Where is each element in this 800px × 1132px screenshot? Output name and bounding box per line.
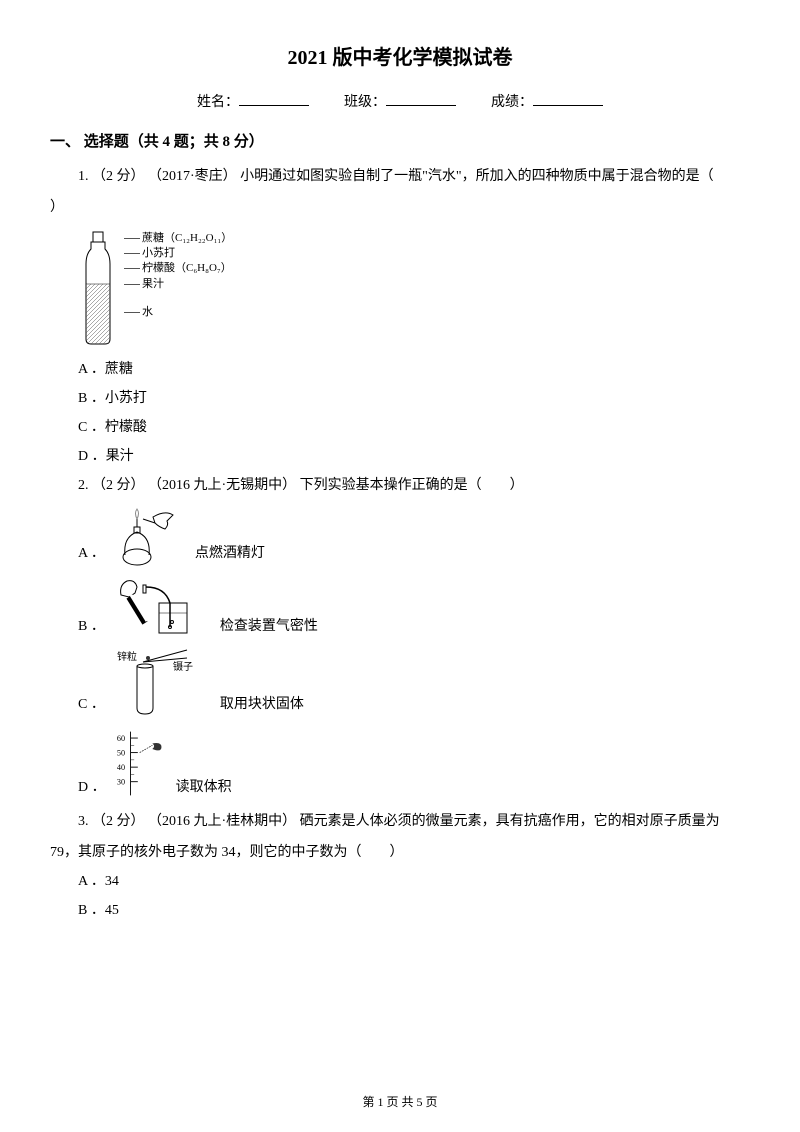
q1-option-d[interactable]: D ．果汁 (50, 444, 750, 469)
q2-stem: 2. （2 分） （2016 九上·无锡期中） 下列实验基本操作正确的是（ ） (50, 473, 750, 498)
q3-option-a[interactable]: A ．34 (50, 869, 750, 894)
q1-label-soda: 小苏打 (124, 246, 232, 261)
q1-option-b[interactable]: B ．小苏打 (50, 386, 750, 411)
q2-a-letter: A ． (78, 541, 105, 566)
footer-b: 页 共 (383, 1095, 416, 1109)
score-blank[interactable] (533, 90, 603, 106)
q1-water-label-wrap: 水 (124, 305, 232, 320)
q2-option-b[interactable]: B ． 检查装置气密性 (50, 575, 750, 640)
svg-text:60: 60 (117, 733, 125, 742)
name-label: 姓名： (197, 95, 239, 110)
q2-c-text: 取用块状固体 (220, 692, 304, 717)
zinc-label: 锌粒 (117, 650, 137, 663)
bottle-icon (78, 229, 118, 349)
footer-c: 页 (423, 1095, 438, 1109)
q2-b-text: 检查装置气密性 (220, 614, 318, 639)
q3-option-b[interactable]: B ．45 (50, 898, 750, 923)
name-blank[interactable] (239, 90, 309, 106)
q1-label-citric: 柠檬酸（C₆H₈O₇） (124, 261, 232, 276)
q2-a-text: 点燃酒精灯 (195, 541, 265, 566)
q2-option-d[interactable]: D ． 60 50 40 30 读取体积 (50, 726, 750, 801)
q1-label-sucrose: 蔗糖（C₁₂H₂₂O₁₁） (124, 231, 232, 246)
class-blank[interactable] (386, 90, 456, 106)
q2-d-letter: D ． (78, 775, 106, 800)
q1-stem-line2: ） (50, 195, 750, 220)
airtight-check-icon (115, 575, 210, 640)
svg-text:40: 40 (117, 762, 125, 771)
svg-text:镊子: 镊子 (173, 661, 193, 673)
page-footer: 第 1 页 共 5 页 (0, 1092, 800, 1114)
q2-c-letter: C ． (78, 692, 105, 717)
student-info-line: 姓名： 班级： 成绩： (50, 90, 750, 115)
q2-option-a[interactable]: A ． 点燃酒精灯 (50, 507, 750, 567)
score-label: 成绩： (491, 95, 533, 110)
q1-label-juice: 果汁 (124, 277, 232, 292)
alcohol-lamp-icon (115, 507, 185, 567)
tweezers-tube-icon: 锌粒 镊子 (115, 648, 210, 718)
q1-top-labels: 蔗糖（C₁₂H₂₂O₁₁） 小苏打 柠檬酸（C₆H₈O₇） 果汁 (124, 231, 232, 293)
q3-stem-line1: 3. （2 分） （2016 九上·桂林期中） 硒元素是人体必须的微量元素，具有… (50, 809, 750, 834)
graduated-cylinder-icon: 60 50 40 30 (116, 726, 166, 801)
q2-b-letter: B ． (78, 614, 105, 639)
footer-a: 第 (362, 1095, 377, 1109)
q1-figure: 蔗糖（C₁₂H₂₂O₁₁） 小苏打 柠檬酸（C₆H₈O₇） 果汁 水 (78, 229, 750, 349)
q2-d-text: 读取体积 (176, 775, 232, 800)
q2-option-c[interactable]: C ． 锌粒 镊子 取用块状固体 (50, 648, 750, 718)
exam-title: 2021 版中考化学模拟试卷 (50, 40, 750, 76)
q1-stem-line1: 1. （2 分） （2017·枣庄） 小明通过如图实验自制了一瓶"汽水"，所加入… (50, 164, 750, 189)
q1-option-c[interactable]: C ．柠檬酸 (50, 415, 750, 440)
q3-stem-line2: 79，其原子的核外电子数为 34，则它的中子数为（ ） (50, 840, 750, 865)
class-label: 班级： (344, 95, 386, 110)
section-1-heading: 一、 选择题（共 4 题；共 8 分） (50, 129, 750, 156)
svg-text:30: 30 (117, 777, 125, 786)
q1-label-water: 水 (124, 305, 232, 320)
q1-option-a[interactable]: A ．蔗糖 (50, 357, 750, 382)
svg-text:50: 50 (117, 748, 125, 757)
